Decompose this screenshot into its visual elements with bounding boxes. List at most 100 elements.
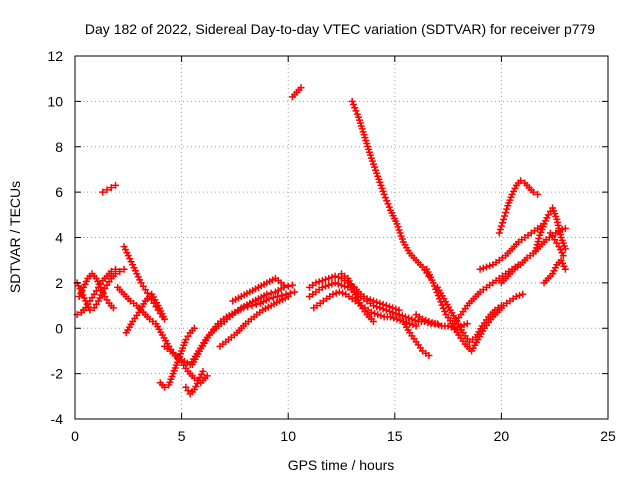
data-point	[431, 320, 439, 328]
data-point-interp	[486, 262, 494, 270]
data-point-interp	[411, 316, 419, 324]
data-point	[534, 190, 542, 198]
data-point	[369, 317, 377, 325]
series-arc-6	[114, 283, 211, 387]
data-point	[297, 84, 305, 92]
series-arc-29	[540, 256, 569, 287]
x-tick-label: 20	[494, 428, 510, 444]
y-tick-label: 10	[47, 93, 63, 109]
data-point-interp	[352, 107, 360, 115]
data-point-interp	[516, 291, 524, 299]
data-point-interp	[502, 209, 510, 217]
data-point-interp	[454, 323, 462, 331]
series-arc-21	[423, 265, 527, 355]
data-point	[389, 304, 397, 312]
data-point	[367, 308, 375, 316]
series-arc-13	[229, 274, 288, 305]
data-point	[318, 283, 326, 291]
data-point-interp	[534, 238, 542, 246]
data-point-interp	[371, 310, 379, 318]
data-point-interp	[373, 298, 381, 306]
data-point	[161, 383, 169, 391]
data-point-interp	[390, 314, 398, 322]
data-point-interp	[428, 319, 436, 327]
data-point-interp	[532, 244, 540, 252]
data-point-interp	[328, 273, 336, 281]
data-point	[500, 215, 508, 223]
series-arc-12	[216, 292, 292, 350]
series-arc-20	[399, 317, 433, 359]
data-point	[561, 224, 569, 232]
data-point-interp	[533, 241, 541, 249]
data-point	[331, 272, 339, 280]
x-tick-label: 5	[178, 428, 186, 444]
data-point-interp	[503, 205, 511, 213]
series-arc-23	[412, 311, 471, 332]
data-point-interp	[501, 212, 509, 220]
data-point	[559, 252, 567, 260]
data-point-interp	[409, 321, 417, 329]
data-point-interp	[405, 314, 413, 322]
data-point	[107, 268, 115, 276]
data-point	[425, 317, 433, 325]
data-point	[497, 302, 505, 310]
data-point-interp	[385, 203, 393, 211]
data-point-interp	[377, 312, 385, 320]
data-point-interp	[398, 312, 406, 320]
data-point	[512, 292, 520, 300]
data-point	[495, 229, 503, 237]
data-point-interp	[392, 305, 400, 313]
x-tick-label: 0	[71, 428, 79, 444]
data-point	[312, 279, 320, 287]
data-point	[517, 177, 525, 185]
y-axis-label: SDTVAR / TECUs	[7, 181, 23, 293]
data-point	[239, 304, 247, 312]
data-point	[348, 97, 356, 105]
data-point-interp	[496, 226, 504, 234]
data-point	[393, 315, 401, 323]
axis-ticks: 0 5 10 15 20 25 -4 -2 0 2 4 6 8 10 12	[47, 48, 616, 444]
data-point-interp	[284, 282, 292, 290]
series-arc-26	[495, 177, 542, 237]
data-point-interp	[315, 278, 323, 286]
series-arc-30	[546, 229, 567, 260]
y-tick-label: 8	[55, 139, 63, 155]
data-point	[325, 281, 333, 289]
data-point	[482, 263, 490, 271]
data-point-interp	[498, 219, 506, 227]
data-point	[112, 181, 120, 189]
data-point-interp	[244, 303, 252, 311]
data-point	[387, 313, 395, 321]
data-point-interp	[334, 280, 342, 288]
data-point-interp	[351, 104, 359, 112]
data-point-interp	[332, 289, 340, 297]
data-point	[463, 320, 471, 328]
y-tick-label: 0	[55, 320, 63, 336]
data-point	[203, 372, 211, 380]
data-point	[325, 274, 333, 282]
series-arc-8	[156, 324, 198, 391]
data-point	[335, 288, 343, 296]
data-point-interp	[366, 296, 374, 304]
data-point	[374, 311, 382, 319]
series-arc-7	[122, 290, 169, 337]
data-point-interp	[384, 200, 392, 208]
data-point	[86, 306, 94, 314]
y-tick-label: 4	[55, 230, 63, 246]
data-point	[408, 315, 416, 323]
data-point	[284, 292, 292, 300]
series-arc-4	[99, 181, 120, 196]
y-tick-label: 6	[55, 184, 63, 200]
data-point	[291, 288, 299, 296]
data-point	[161, 315, 169, 323]
data-point	[248, 302, 256, 310]
data-point	[190, 324, 198, 332]
data-point-interp	[252, 300, 260, 308]
x-tick-label: 10	[280, 428, 296, 444]
data-point	[529, 188, 537, 196]
data-point-interp	[497, 222, 505, 230]
series-arc-16	[306, 272, 403, 314]
data-point-interp	[379, 300, 387, 308]
data-point	[476, 265, 484, 273]
